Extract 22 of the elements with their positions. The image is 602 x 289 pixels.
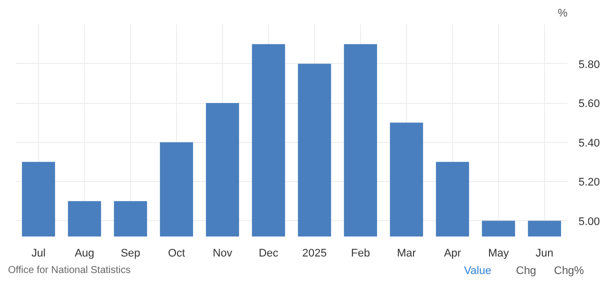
y-tick-label: 5.40 — [578, 137, 600, 150]
x-tick-label: Dec — [258, 248, 279, 260]
text: Value — [464, 264, 492, 279]
text: Office for National Statistics — [8, 264, 131, 278]
x-tick-label: Feb — [351, 248, 370, 260]
x-tick-label: Jul — [31, 248, 46, 260]
y-tick-label: 5.00 — [578, 216, 600, 228]
x-tick-label: Oct — [168, 248, 186, 260]
x-tick-label: Mar — [397, 248, 416, 260]
x-tick-label: Sep — [120, 248, 140, 260]
y-axis-title: % — [558, 8, 568, 20]
y-tick-label: 5.20 — [578, 176, 600, 189]
x-tick-label: Nov — [212, 248, 233, 260]
x-tick-label: 2025 — [302, 248, 327, 260]
text: Chg% — [554, 264, 584, 279]
x-tick-label: May — [488, 248, 510, 260]
text: Chg — [516, 264, 536, 279]
x-tick-label: Jun — [536, 248, 554, 260]
x-tick-label: Aug — [74, 248, 94, 260]
x-tick-label: Apr — [444, 248, 462, 260]
y-tick-label: 5.60 — [578, 98, 600, 110]
y-tick-label: 5.80 — [578, 58, 600, 71]
